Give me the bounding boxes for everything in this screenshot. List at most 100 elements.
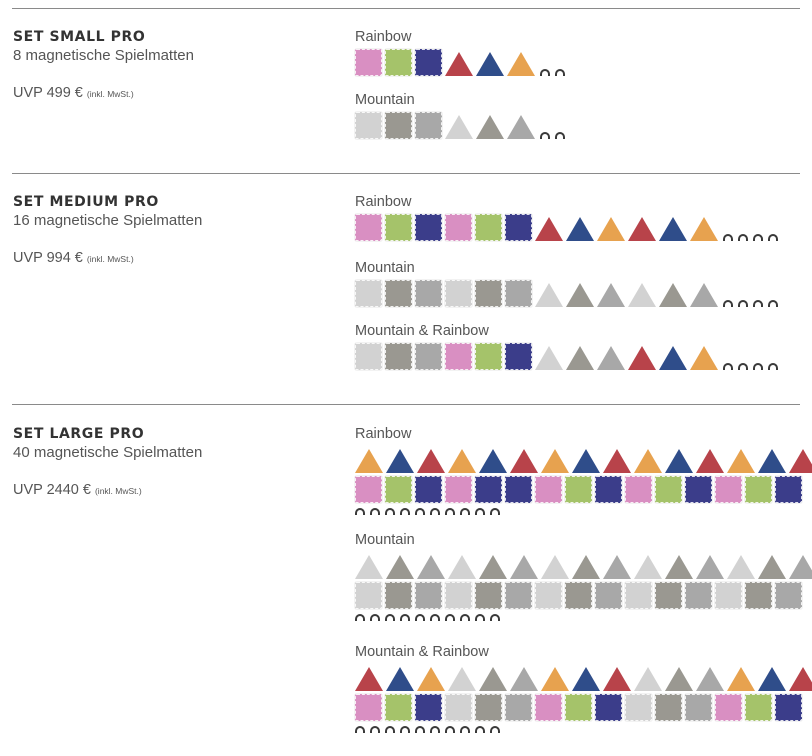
mat-tile [564, 693, 593, 722]
arch-piece [460, 726, 470, 733]
mat-triangle [355, 667, 383, 691]
arch-piece [555, 69, 565, 76]
mat-triangle [597, 217, 625, 241]
mat-tile [564, 475, 593, 504]
mat-tile [444, 342, 473, 371]
variant-small-rainbow: Rainbow [354, 28, 565, 77]
mat-triangle [597, 346, 625, 370]
arch-row [355, 725, 812, 733]
set-title: SET SMALL PRO [13, 29, 146, 45]
price-note: (inkl. MwSt.) [94, 486, 142, 496]
mat-triangle [479, 449, 507, 473]
mat-triangle [659, 346, 687, 370]
mat-triangle [476, 52, 504, 76]
mat-tile [684, 475, 713, 504]
mat-triangle [727, 555, 755, 579]
mat-tile [474, 475, 503, 504]
mat-triangle [355, 449, 383, 473]
mat-tile [564, 581, 593, 610]
mat-tile [624, 693, 653, 722]
arch-piece [490, 614, 500, 621]
mat-triangle [479, 667, 507, 691]
mat-tile [414, 111, 443, 140]
mat-triangle [572, 667, 600, 691]
mat-tile [744, 581, 773, 610]
arch-piece [400, 614, 410, 621]
mat-triangle [634, 667, 662, 691]
mat-tile [414, 48, 443, 77]
mat-triangle [541, 449, 569, 473]
arch-piece [400, 508, 410, 515]
variant-name: Mountain [355, 260, 415, 276]
mat-grid [354, 443, 812, 515]
mat-triangle [417, 449, 445, 473]
mat-triangle [690, 346, 718, 370]
arch-piece [490, 726, 500, 733]
mat-tile [684, 693, 713, 722]
arch-piece [475, 726, 485, 733]
mat-triangle [727, 667, 755, 691]
arch-piece [753, 300, 763, 307]
variant-name: Rainbow [355, 29, 412, 45]
arch-piece [385, 614, 395, 621]
arch-piece [738, 234, 748, 241]
mat-grid [354, 549, 812, 621]
variant-name: Rainbow [355, 194, 412, 210]
mat-tile [414, 213, 443, 242]
arch-piece [355, 508, 365, 515]
mat-triangle [603, 555, 631, 579]
mat-triangle [541, 555, 569, 579]
mat-tile [504, 213, 533, 242]
mat-triangle [355, 555, 383, 579]
arch-piece [753, 363, 763, 370]
mat-tile [354, 111, 383, 140]
mat-triangle [476, 115, 504, 139]
mat-triangle [665, 667, 693, 691]
mat-tile [414, 581, 443, 610]
mat-tile [354, 475, 383, 504]
mat-tile [714, 475, 743, 504]
arch-piece [460, 614, 470, 621]
mat-triangle [696, 667, 724, 691]
arch-row [723, 297, 778, 307]
arch-piece [385, 508, 395, 515]
mat-triangle [628, 346, 656, 370]
arch-piece [445, 508, 455, 515]
variant-small-mountain: Mountain [354, 91, 565, 140]
triangle-row [355, 664, 812, 691]
tile-row [354, 475, 812, 504]
arch-piece [738, 363, 748, 370]
variant-large-mountain: Mountain [354, 531, 812, 621]
set-large-info: SET LARGE PRO 40 magnetische Spielmatten… [13, 425, 333, 500]
variant-large-rainbow: Rainbow [354, 425, 812, 515]
mat-tile [624, 475, 653, 504]
mat-triangle [510, 667, 538, 691]
mat-triangle [758, 555, 786, 579]
mat-tile [384, 342, 413, 371]
mat-tile [474, 342, 503, 371]
mat-tile [534, 475, 563, 504]
mat-tile [504, 279, 533, 308]
mat-tile [474, 213, 503, 242]
price-value: UVP 2440 € [13, 482, 91, 498]
arch-piece [370, 508, 380, 515]
set-title: SET MEDIUM PRO [13, 194, 159, 210]
mat-row [354, 48, 565, 77]
mat-triangle [479, 555, 507, 579]
mat-triangle [510, 555, 538, 579]
mat-triangle [417, 555, 445, 579]
mat-tile [594, 693, 623, 722]
arch-piece [738, 300, 748, 307]
arch-piece [753, 234, 763, 241]
mat-row [354, 279, 778, 308]
variant-name: Mountain & Rainbow [355, 644, 489, 660]
mat-triangle [448, 449, 476, 473]
mat-triangle [603, 667, 631, 691]
mat-triangle [758, 449, 786, 473]
set-price: UVP 2440 € (inkl. MwSt.) [13, 481, 333, 500]
variant-medium-mountain: Mountain [354, 259, 778, 308]
mat-tile [384, 213, 413, 242]
arch-piece [445, 726, 455, 733]
mat-tile [714, 693, 743, 722]
mat-triangle [634, 555, 662, 579]
